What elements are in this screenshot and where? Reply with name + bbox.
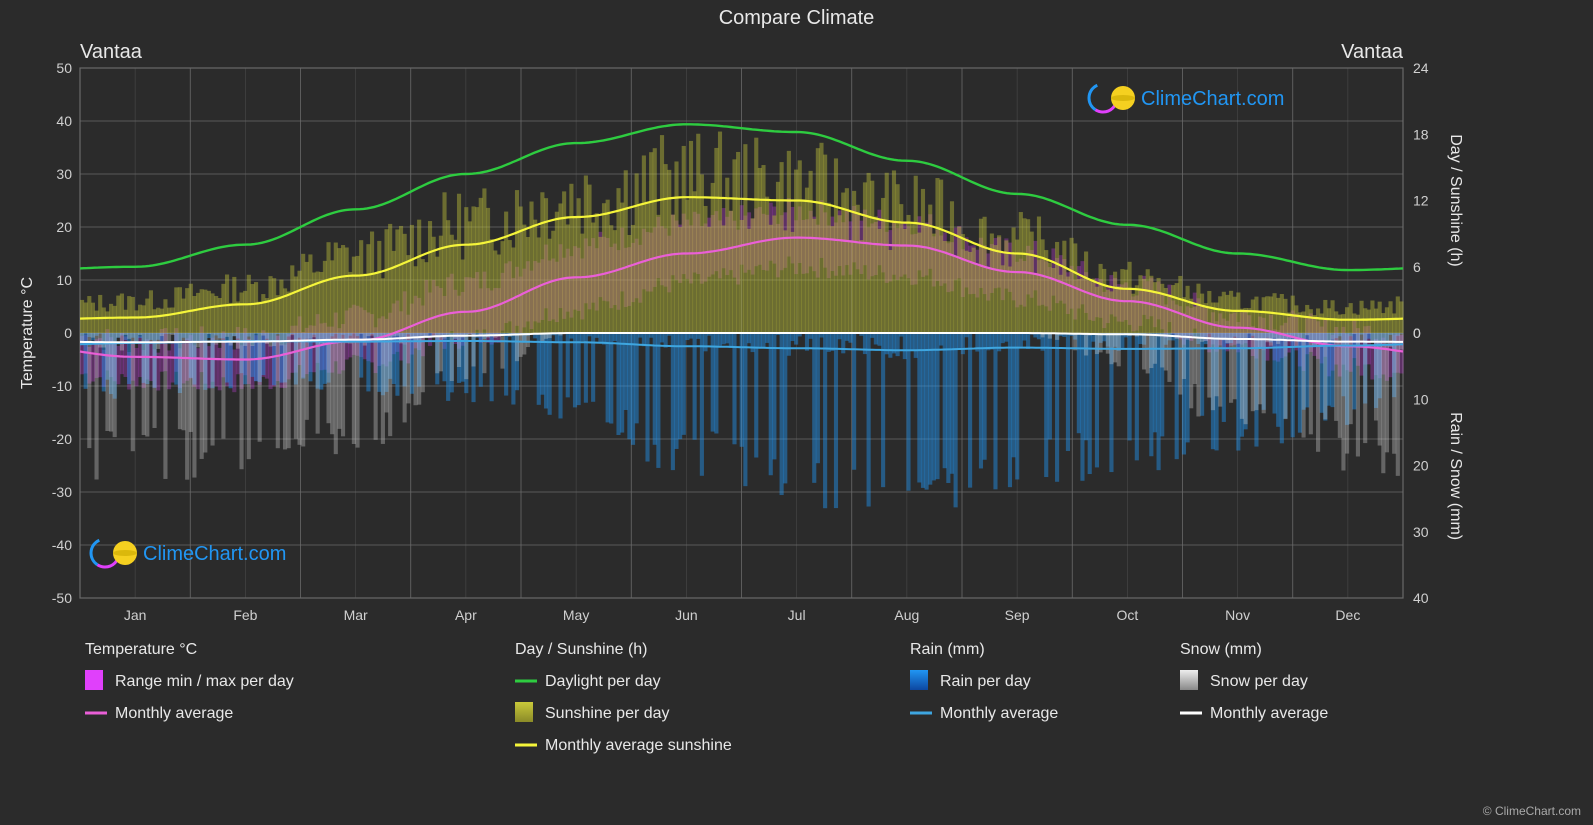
ytick-left: -30 bbox=[52, 484, 72, 500]
ytick-left: -10 bbox=[52, 378, 72, 394]
ytick-left: -50 bbox=[52, 590, 72, 606]
legend-item-label: Monthly average bbox=[1210, 705, 1328, 722]
xtick-month: Sep bbox=[1005, 607, 1030, 623]
xtick-month: Jan bbox=[124, 607, 147, 623]
ytick-left: -20 bbox=[52, 431, 72, 447]
legend-swatch-gradient bbox=[515, 702, 533, 722]
ytick-left: 50 bbox=[56, 60, 72, 76]
watermark-logo: ClimeChart.com bbox=[1089, 84, 1284, 112]
copyright: © ClimeChart.com bbox=[1483, 804, 1581, 818]
xtick-month: May bbox=[563, 607, 589, 623]
xtick-month: Mar bbox=[344, 607, 368, 623]
ytick-right-bottom: 10 bbox=[1413, 391, 1429, 407]
legend-item-label: Rain per day bbox=[940, 673, 1031, 690]
y-axis-right-bottom-label: Rain / Snow (mm) bbox=[1447, 412, 1464, 540]
ytick-right-bottom: 20 bbox=[1413, 458, 1429, 474]
ytick-right-top: 18 bbox=[1413, 126, 1429, 142]
ytick-right-bottom: 30 bbox=[1413, 524, 1429, 540]
ytick-left: -40 bbox=[52, 537, 72, 553]
ytick-right-bottom: 40 bbox=[1413, 590, 1429, 606]
legend-item-label: Sunshine per day bbox=[545, 705, 670, 722]
svg-text:ClimeChart.com: ClimeChart.com bbox=[1141, 88, 1284, 110]
legend-item-label: Monthly average bbox=[115, 705, 233, 722]
svg-text:ClimeChart.com: ClimeChart.com bbox=[143, 543, 286, 565]
ytick-right-top: 6 bbox=[1413, 259, 1421, 275]
chart-title: Compare Climate bbox=[719, 7, 875, 29]
xtick-month: Oct bbox=[1116, 607, 1138, 623]
legend-item-label: Monthly average bbox=[940, 705, 1058, 722]
ytick-left: 10 bbox=[56, 272, 72, 288]
watermark-logo: ClimeChart.com bbox=[91, 539, 286, 567]
xtick-month: Dec bbox=[1335, 607, 1360, 623]
y-axis-left-label: Temperature °C bbox=[19, 277, 36, 389]
legend-group-title: Temperature °C bbox=[85, 641, 197, 658]
legend-swatch-gradient bbox=[910, 670, 928, 690]
ytick-left: 30 bbox=[56, 166, 72, 182]
legend-group-title: Rain (mm) bbox=[910, 641, 985, 658]
y-axis-right-top-label: Day / Sunshine (h) bbox=[1447, 134, 1464, 267]
legend-item-label: Snow per day bbox=[1210, 673, 1308, 690]
legend-swatch-gradient bbox=[85, 670, 103, 690]
legend-swatch-gradient bbox=[1180, 670, 1198, 690]
climate-chart: Compare Climate Vantaa Vantaa -50 -40 -30 -20 -… bbox=[0, 0, 1593, 825]
xtick-month: Apr bbox=[455, 607, 477, 623]
ytick-left: 20 bbox=[56, 219, 72, 235]
location-right: Vantaa bbox=[1341, 41, 1404, 63]
xtick-month: Jun bbox=[675, 607, 698, 623]
ytick-right-top: 12 bbox=[1413, 193, 1429, 209]
xtick-month: Jul bbox=[788, 607, 806, 623]
ytick-left: 40 bbox=[56, 113, 72, 129]
location-left: Vantaa bbox=[80, 41, 143, 63]
legend-item-label: Monthly average sunshine bbox=[545, 737, 732, 754]
ytick-right-bottom: 0 bbox=[1413, 325, 1421, 341]
legend-group-title: Snow (mm) bbox=[1180, 641, 1262, 658]
legend-group-title: Day / Sunshine (h) bbox=[515, 641, 648, 658]
legend-item-label: Range min / max per day bbox=[115, 673, 294, 690]
xtick-month: Feb bbox=[233, 607, 257, 623]
ytick-left: 0 bbox=[64, 325, 72, 341]
legend-item-label: Daylight per day bbox=[545, 673, 661, 690]
xtick-month: Nov bbox=[1225, 607, 1250, 623]
xtick-month: Aug bbox=[894, 607, 919, 623]
ytick-right-top: 24 bbox=[1413, 60, 1429, 76]
